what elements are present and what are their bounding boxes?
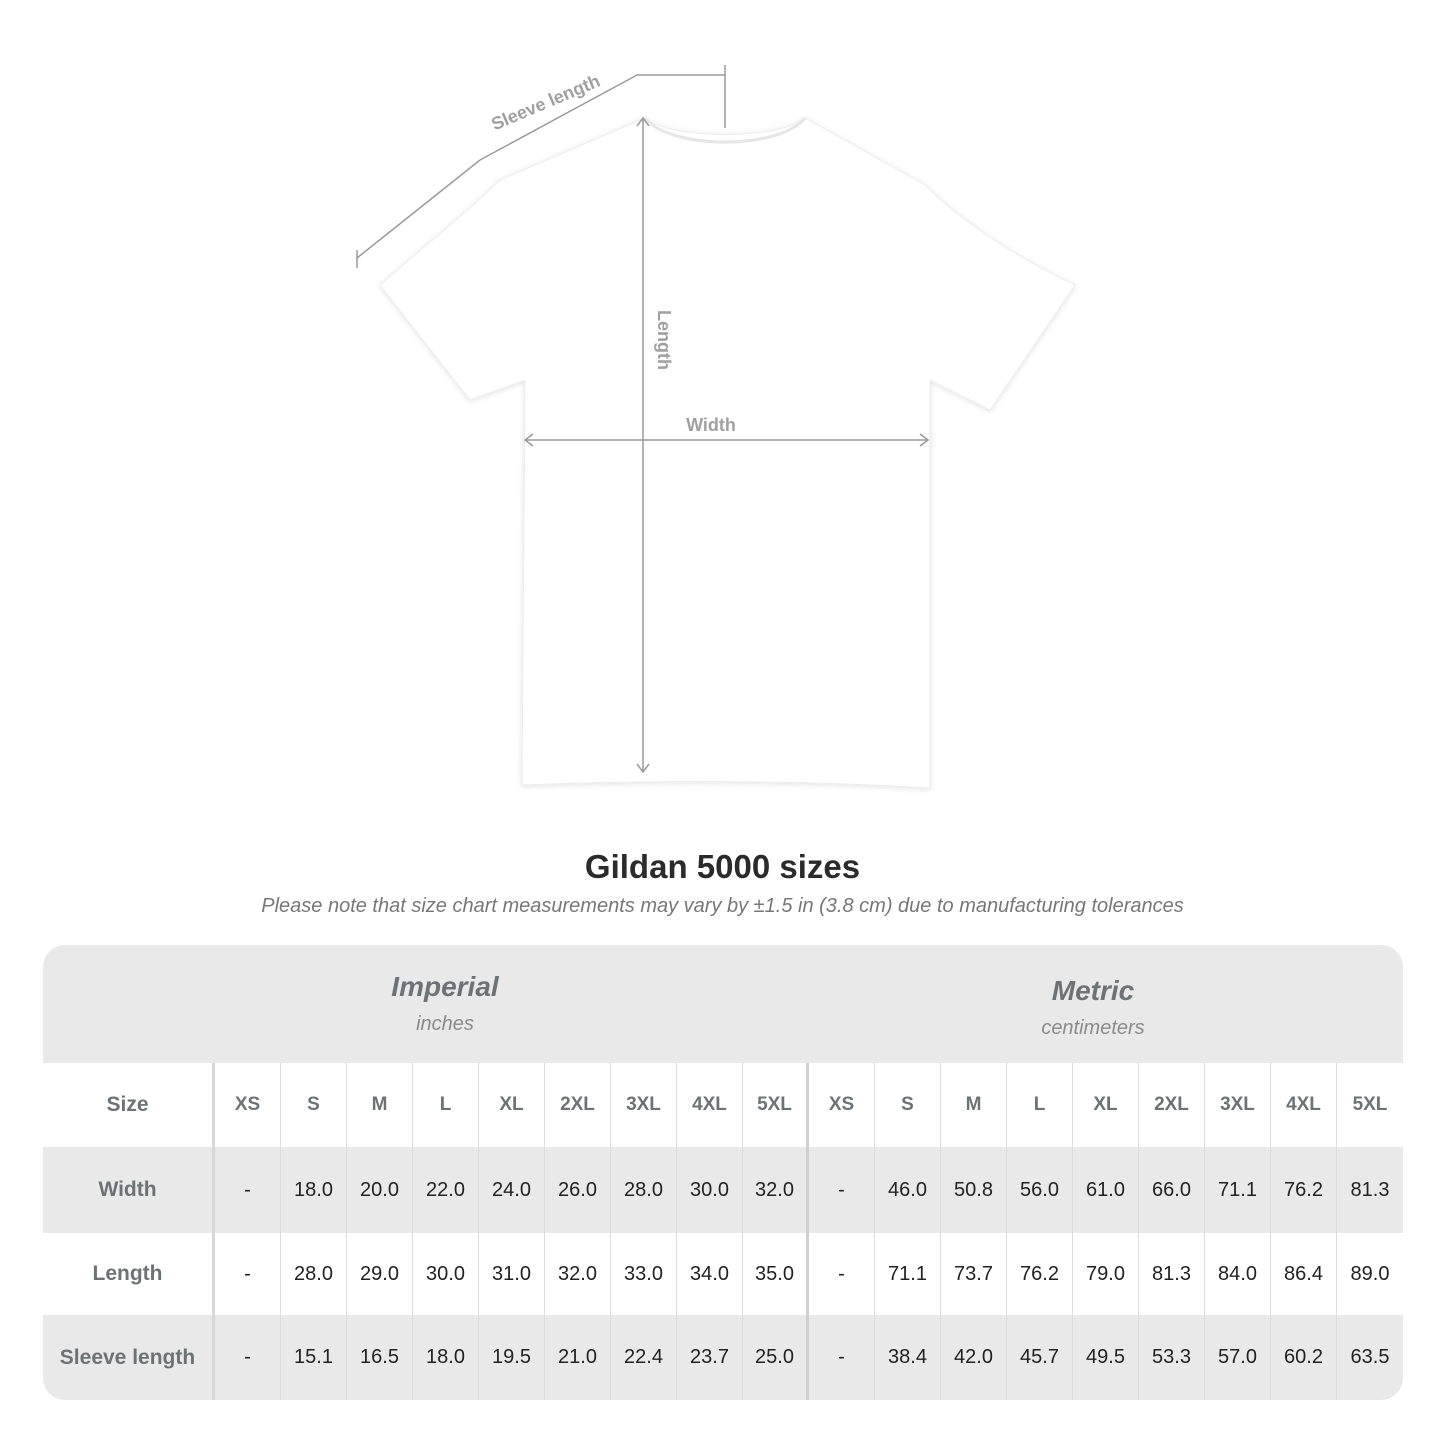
tshirt-diagram: Sleeve length Length Width <box>356 65 1076 789</box>
size-header-cell: S <box>875 1063 941 1147</box>
table-cell: 86.4 <box>1271 1233 1337 1315</box>
size-header-cell: 2XL <box>545 1063 611 1147</box>
table-cell: 38.4 <box>875 1315 941 1400</box>
table-cell: 61.0 <box>1073 1147 1139 1233</box>
table-cell: 31.0 <box>479 1233 545 1315</box>
imperial-unit: inches <box>416 1013 474 1035</box>
metric-title: Metric <box>1051 975 1135 1006</box>
size-header-cell: 5XL <box>1352 1094 1388 1115</box>
table-cell: - <box>809 1233 875 1315</box>
tshirt-shape <box>379 117 1076 789</box>
size-header-cell: L <box>413 1063 479 1147</box>
size-header-cell: 2XL <box>1139 1063 1205 1147</box>
size-header-row: Size XS S M L XL 2XL 3XL 4XL 5XL XS S M L XL 2XL 3XL 4XL 5… <box>43 1063 1403 1147</box>
table-cell: 45.7 <box>1007 1315 1073 1400</box>
table-cell: 30.0 <box>677 1147 743 1233</box>
sleeve-measure-line <box>356 74 725 259</box>
table-cell: 18.0 <box>281 1147 347 1233</box>
table-cell: 15.1 <box>281 1315 347 1400</box>
length-label: Length <box>654 310 674 370</box>
table-cell: 89.0 <box>1350 1262 1390 1285</box>
unit-header-band <box>43 945 1403 1063</box>
table-cell: 22.4 <box>611 1315 677 1400</box>
table-cell: 81.3 <box>1350 1178 1390 1201</box>
size-header-cell: 3XL <box>611 1063 677 1147</box>
collar <box>643 117 807 144</box>
size-header-cell: XS <box>215 1063 281 1147</box>
length-measure-line <box>636 116 650 774</box>
metric-header: Metric centimeters <box>893 975 1293 1040</box>
table-cell: 46.0 <box>875 1147 941 1233</box>
table-cell: - <box>215 1147 281 1233</box>
table-row-length: Length -28.0 29.0 30.0 31.0 32.0 33.0 34.0 35.0-… <box>43 1233 1403 1315</box>
table-cell: 42.0 <box>941 1315 1007 1400</box>
size-header-cell: 3XL <box>1205 1063 1271 1147</box>
table-cell: 71.1 <box>875 1233 941 1315</box>
table-cell: 28.0 <box>281 1233 347 1315</box>
width-measure-line <box>523 433 930 447</box>
tolerance-note: Please note that size chart measurements… <box>261 895 1184 917</box>
metric-unit: centimeters <box>1041 1017 1145 1039</box>
chart-title: Gildan 5000 sizes <box>584 848 861 885</box>
table-cell: - <box>215 1315 281 1400</box>
table-cell: 57.0 <box>1205 1315 1271 1400</box>
size-header-cell: 4XL <box>677 1063 743 1147</box>
table-cell: 35.0 <box>743 1233 809 1315</box>
table-cell: 20.0 <box>347 1147 413 1233</box>
table-cell: 24.0 <box>479 1147 545 1233</box>
table-cell: 30.0 <box>413 1233 479 1315</box>
table-cell: 76.2 <box>1007 1233 1073 1315</box>
table-cell: 21.0 <box>545 1315 611 1400</box>
table-cell: - <box>809 1315 875 1400</box>
measure-lines <box>356 65 930 774</box>
imperial-title: Imperial <box>391 971 499 1002</box>
table-row-width: Width -18.0 20.0 22.0 24.0 26.0 28.0 30.0 32.0-4… <box>43 1147 1403 1233</box>
table-cell: 19.5 <box>479 1315 545 1400</box>
width-label: Width <box>686 415 736 435</box>
size-header-cell: M <box>941 1063 1007 1147</box>
size-table: Imperial inches Metric centimeters Size X… <box>43 945 1403 1400</box>
row-label: Sleeve length <box>43 1315 215 1400</box>
imperial-header: Imperial inches <box>245 971 645 1036</box>
table-cell: 63.5 <box>1350 1346 1390 1368</box>
table-cell: 33.0 <box>611 1233 677 1315</box>
table-cell: 34.0 <box>677 1233 743 1315</box>
size-header-cell: M <box>347 1063 413 1147</box>
table-cell: 76.2 <box>1271 1147 1337 1233</box>
size-header-cell: S <box>281 1063 347 1147</box>
row-label: Length <box>43 1233 215 1315</box>
table-cell: 28.0 <box>611 1147 677 1233</box>
table-cell: 60.2 <box>1271 1315 1337 1400</box>
table-cell: 50.8 <box>941 1147 1007 1233</box>
table-cell: 53.3 <box>1139 1315 1205 1400</box>
table-cell: 49.5 <box>1073 1315 1139 1400</box>
size-header-cell: XS <box>809 1063 875 1147</box>
row-label: Width <box>43 1147 215 1233</box>
size-label: Size <box>43 1063 215 1147</box>
size-header-cell: L <box>1007 1063 1073 1147</box>
table-cell: 32.0 <box>545 1233 611 1315</box>
table-row-sleeve-length: Sleeve length -15.1 16.5 18.0 19.5 21.0 22.4 23… <box>43 1315 1403 1400</box>
table-cell: 56.0 <box>1007 1147 1073 1233</box>
table-cell: 66.0 <box>1139 1147 1205 1233</box>
table-cell: 84.0 <box>1205 1233 1271 1315</box>
table-cell: 73.7 <box>941 1233 1007 1315</box>
table-cell: 79.0 <box>1073 1233 1139 1315</box>
size-header-cell: 5XL <box>743 1063 809 1147</box>
table-cell: 32.0 <box>743 1147 809 1233</box>
table-cell: 26.0 <box>545 1147 611 1233</box>
table-cell: 18.0 <box>413 1315 479 1400</box>
table-cell: 25.0 <box>743 1315 809 1400</box>
table-cell: 29.0 <box>347 1233 413 1315</box>
size-header-cell: XL <box>1073 1063 1139 1147</box>
table-cell: 22.0 <box>413 1147 479 1233</box>
size-header-cell: XL <box>479 1063 545 1147</box>
size-header-cell: 4XL <box>1271 1063 1337 1147</box>
table-cell: 23.7 <box>677 1315 743 1400</box>
table-cell: - <box>809 1147 875 1233</box>
table-cell: 16.5 <box>347 1315 413 1400</box>
table-cell: 71.1 <box>1205 1147 1271 1233</box>
table-cell: 81.3 <box>1139 1233 1205 1315</box>
table-cell: - <box>215 1233 281 1315</box>
